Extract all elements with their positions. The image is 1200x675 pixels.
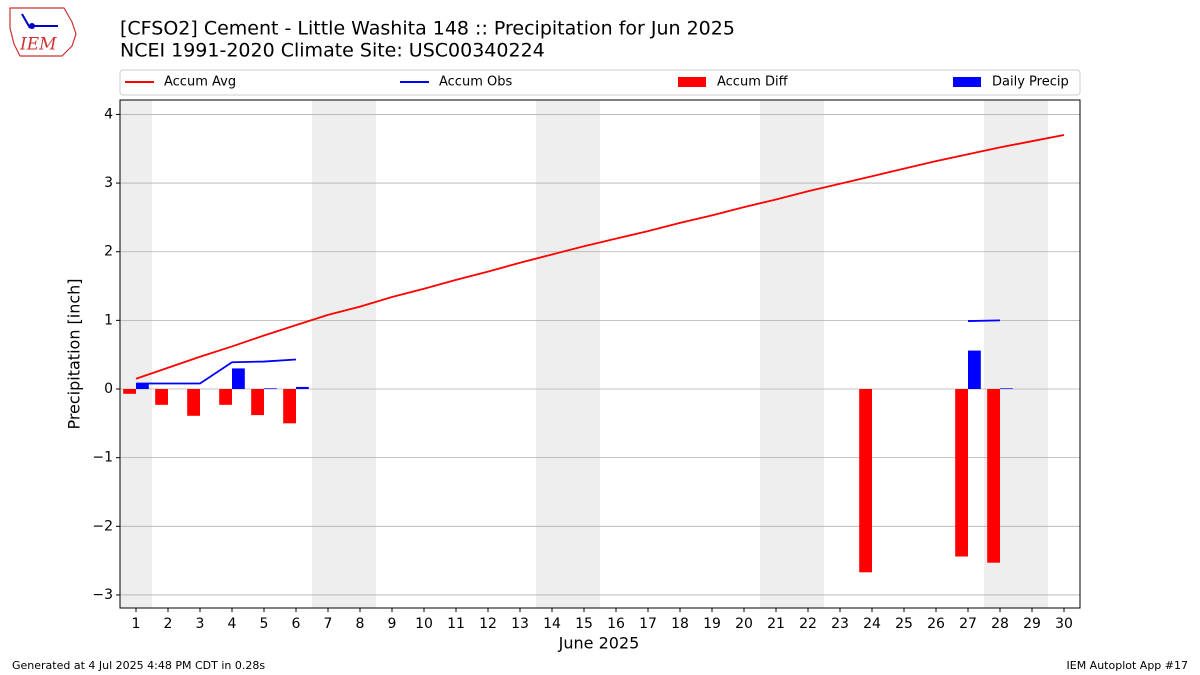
x-tick-label: 20 [735, 616, 753, 632]
logo-icon [29, 23, 35, 29]
x-tick-label: 14 [543, 616, 561, 632]
bar [123, 389, 136, 394]
bar [987, 389, 1000, 563]
weekend-band [120, 100, 152, 608]
x-tick-label: 26 [927, 616, 945, 632]
bar [187, 389, 200, 416]
bar [859, 389, 872, 573]
y-tick-label: −2 [92, 518, 113, 534]
chart-subtitle: NCEI 1991-2020 Climate Site: USC00340224 [120, 40, 545, 62]
x-tick-label: 22 [799, 616, 817, 632]
y-tick-label: −1 [92, 450, 113, 466]
chart-title: [CFSO2] Cement - Little Washita 148 :: P… [120, 18, 735, 40]
bar [155, 389, 168, 405]
weekend-band [792, 100, 824, 608]
y-tick-label: 2 [104, 244, 113, 260]
x-tick-label: 19 [703, 616, 721, 632]
legend-box [119, 69, 1081, 96]
x-tick-label: 17 [639, 616, 657, 632]
x-tick-label: 29 [1023, 616, 1041, 632]
footer-left: Generated at 4 Jul 2025 4:48 PM CDT in 0… [12, 659, 265, 672]
x-tick-label: 15 [575, 616, 593, 632]
x-tick-label: 5 [260, 616, 269, 632]
x-tick-label: 8 [356, 616, 365, 632]
x-tick-label: 11 [447, 616, 465, 632]
x-tick-label: 2 [164, 616, 173, 632]
x-tick-label: 13 [511, 616, 529, 632]
x-tick-label: 25 [895, 616, 913, 632]
x-tick-label: 6 [292, 616, 301, 632]
legend-label: Accum Diff [717, 75, 789, 90]
footer-right: IEM Autoplot App #17 [1067, 659, 1189, 672]
bar [955, 389, 968, 557]
x-tick-label: 9 [388, 616, 397, 632]
x-tick-label: 3 [196, 616, 205, 632]
bar [219, 389, 232, 405]
legend-label: Daily Precip [992, 75, 1069, 90]
bar [296, 386, 309, 390]
x-tick-label: 30 [1055, 616, 1073, 632]
y-tick-label: 1 [104, 312, 113, 328]
legend-swatch [678, 77, 706, 87]
bar [283, 389, 296, 424]
y-axis-label: Precipitation [inch] [65, 278, 84, 429]
y-tick-label: −3 [92, 587, 113, 603]
x-tick-label: 28 [991, 616, 1009, 632]
logo-text: IEM [19, 35, 57, 55]
x-tick-label: 23 [831, 616, 849, 632]
weekend-band [312, 100, 344, 608]
legend-label: Accum Avg [164, 75, 236, 90]
bar [251, 389, 264, 416]
x-tick-label: 7 [324, 616, 333, 632]
logo-icon [21, 13, 31, 29]
bar [968, 350, 981, 390]
plot-frame [119, 99, 1081, 609]
bar [136, 383, 149, 390]
x-tick-label: 16 [607, 616, 625, 632]
x-tick-label: 1 [132, 616, 141, 632]
bar [264, 388, 277, 390]
x-tick-label: 27 [959, 616, 977, 632]
y-tick-label: 0 [104, 381, 113, 397]
weekend-band [536, 100, 568, 608]
legend-swatch [953, 77, 981, 87]
x-tick-label: 12 [479, 616, 497, 632]
y-tick-label: 3 [104, 175, 113, 191]
bar [1000, 388, 1013, 390]
y-tick-label: 4 [104, 106, 113, 122]
weekend-band [1016, 100, 1048, 608]
x-tick-label: 24 [863, 616, 881, 632]
x-tick-label: 21 [767, 616, 785, 632]
x-tick-label: 4 [228, 616, 237, 632]
x-tick-label: 10 [415, 616, 433, 632]
line [136, 319, 1001, 385]
bar [232, 368, 245, 390]
weekend-band [760, 100, 792, 608]
x-tick-label: 18 [671, 616, 689, 632]
logo: IEM [9, 7, 77, 57]
line [135, 134, 1065, 380]
x-axis-label: June 2025 [558, 634, 640, 653]
weekend-band [344, 100, 376, 608]
legend-label: Accum Obs [439, 75, 512, 90]
weekend-band [568, 100, 600, 608]
